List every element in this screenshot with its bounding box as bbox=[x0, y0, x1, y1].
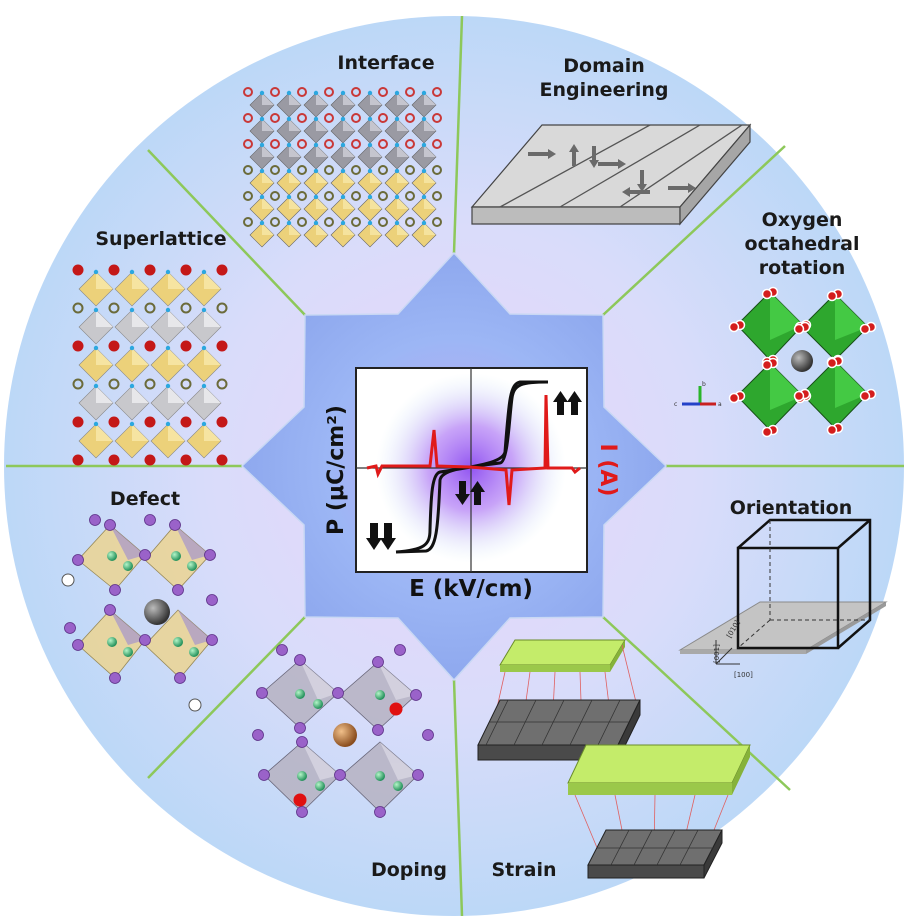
oxygen-rotation-structure: b c a bbox=[674, 286, 877, 438]
pe-loop bbox=[395, 380, 549, 554]
right-axis-label: I (A) bbox=[595, 443, 620, 497]
defect-structure bbox=[61, 514, 218, 712]
label-oxygen-1: Oxygen bbox=[761, 209, 843, 231]
label-interface: Interface bbox=[337, 52, 435, 74]
label-superlattice: Superlattice bbox=[95, 228, 227, 250]
strain-structure bbox=[477, 639, 751, 879]
polarization-arrows bbox=[366, 391, 582, 550]
label-orientation: Orientation bbox=[729, 497, 853, 519]
label-doping: Doping bbox=[370, 859, 448, 881]
label-oxygen-2: octahedral bbox=[744, 233, 860, 255]
interface-structure bbox=[243, 87, 442, 248]
label-domain-engineering-2: Engineering bbox=[539, 79, 669, 101]
orientation-axis-001: [001] bbox=[713, 644, 721, 663]
label-domain-engineering-1: Domain bbox=[563, 55, 645, 77]
doping-structure bbox=[252, 644, 434, 818]
segment-dividers bbox=[6, 15, 904, 917]
hysteresis-plot bbox=[355, 367, 588, 573]
crystal-axis-c: c bbox=[674, 401, 677, 408]
label-defect: Defect bbox=[109, 488, 181, 510]
x-axis-label: E (kV/cm) bbox=[409, 576, 533, 602]
y-axis-label: P (μC/cm²) bbox=[324, 405, 349, 535]
orientation-axis-100: [100] bbox=[734, 671, 753, 679]
ie-curve bbox=[366, 394, 581, 506]
orientation-cube: [100] [010] [001] bbox=[678, 518, 888, 679]
superlattice-structure bbox=[72, 264, 228, 466]
crystal-axis-a: a bbox=[718, 401, 722, 408]
label-oxygen-3: rotation bbox=[758, 257, 846, 279]
crystal-axis-b: b bbox=[702, 381, 706, 388]
label-strain: Strain bbox=[491, 859, 557, 881]
domain-engineering-slab bbox=[470, 123, 752, 226]
